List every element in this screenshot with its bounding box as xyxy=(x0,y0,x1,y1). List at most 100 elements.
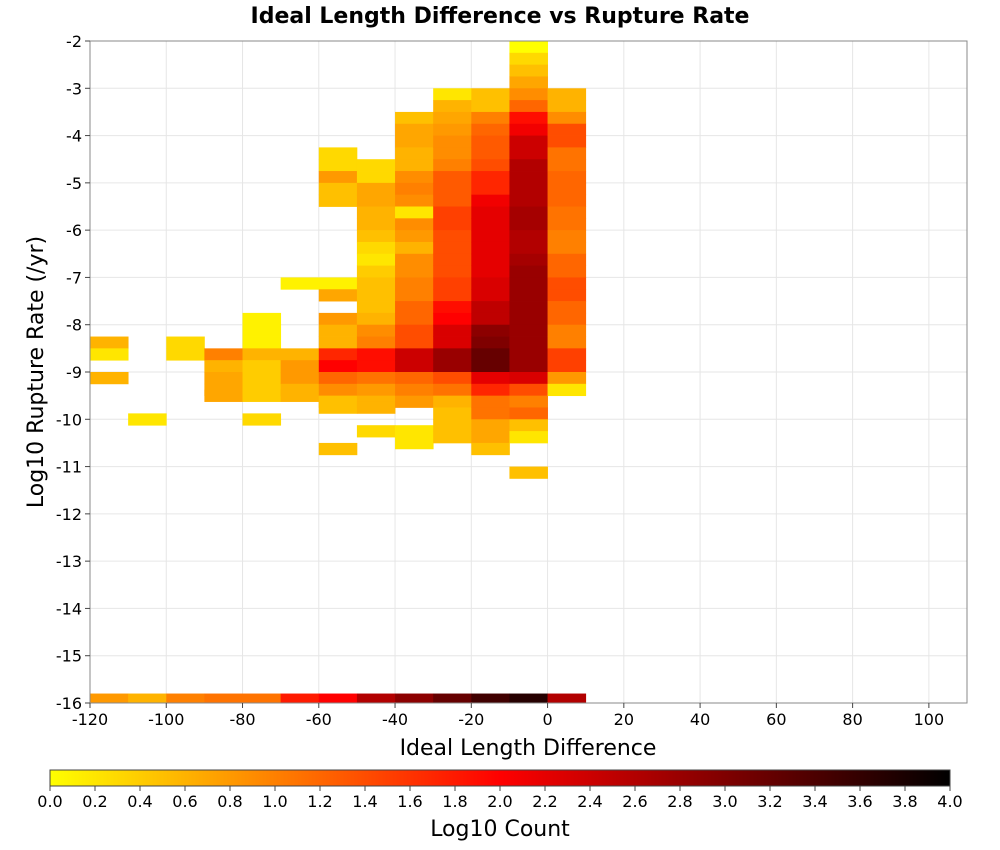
y-tick-label: -9 xyxy=(66,363,82,382)
heatmap-cell xyxy=(318,401,358,414)
heatmap-cell xyxy=(547,159,587,172)
colorbar-tick-label: 3.0 xyxy=(712,792,737,811)
heatmap-cell xyxy=(509,348,548,361)
heatmap-cell xyxy=(318,383,358,397)
heatmap-cell xyxy=(318,147,358,160)
heatmap-cell xyxy=(509,159,548,172)
heatmap-cell xyxy=(547,218,587,231)
heatmap-cell xyxy=(395,194,434,207)
heatmap-cell xyxy=(471,123,510,136)
heatmap-cell xyxy=(356,206,396,219)
heatmap-cell xyxy=(509,395,548,408)
colorbar-label: Log10 Count xyxy=(430,817,570,842)
heatmap-cell xyxy=(318,289,358,302)
heatmap-cell xyxy=(471,419,510,432)
heatmap-cell xyxy=(471,147,510,160)
heatmap-cell xyxy=(547,265,587,278)
heatmap-cell xyxy=(318,194,358,207)
heatmap-cell xyxy=(471,336,510,349)
heatmap-cell xyxy=(471,395,510,408)
heatmap-cell xyxy=(547,383,587,397)
heatmap-cell-bottom xyxy=(242,693,282,703)
heatmap-cell xyxy=(509,372,548,385)
heatmap-cell xyxy=(356,265,396,278)
y-tick-label: -5 xyxy=(66,174,82,193)
heatmap-cell xyxy=(471,171,510,184)
heatmap-cell xyxy=(547,324,587,337)
heatmap-cell xyxy=(395,123,434,136)
colorbar-tick-label: 1.2 xyxy=(307,792,332,811)
heatmap-cell xyxy=(128,413,167,426)
heatmap-cell xyxy=(547,372,587,385)
heatmap-cell xyxy=(509,64,548,77)
heatmap-cell xyxy=(471,253,510,267)
heatmap-cell xyxy=(395,265,434,278)
colorbar-tick-label: 3.2 xyxy=(757,792,782,811)
heatmap-cell xyxy=(395,348,434,361)
heatmap-cell xyxy=(395,289,434,302)
heatmap-cell xyxy=(433,372,472,385)
y-tick-label: -16 xyxy=(56,694,82,713)
heatmap-cell xyxy=(318,277,358,290)
heatmap-cell xyxy=(433,324,472,337)
heatmap-cell xyxy=(433,265,472,278)
heatmap-cell xyxy=(509,88,548,101)
heatmap-cell xyxy=(395,336,434,349)
x-tick-label: 0 xyxy=(542,710,552,729)
heatmap-cell xyxy=(547,253,587,267)
heatmap-cell xyxy=(547,360,587,373)
x-axis-label: Ideal Length Difference xyxy=(400,736,657,761)
heatmap-cell xyxy=(242,413,282,426)
heatmap-cell xyxy=(395,253,434,267)
heatmap-cell xyxy=(433,111,472,125)
heatmap-cell xyxy=(509,41,548,54)
heatmap-cell xyxy=(356,182,396,196)
colorbar-tick-label: 1.4 xyxy=(352,792,377,811)
heatmap-cell xyxy=(509,52,548,66)
heatmap-cell xyxy=(547,336,587,349)
heatmap-cell-bottom xyxy=(547,693,587,703)
heatmap-cell xyxy=(395,218,434,231)
colorbar-tick-label: 2.4 xyxy=(577,792,602,811)
heatmap-cell xyxy=(433,277,472,290)
heatmap-cell xyxy=(471,277,510,290)
heatmap-cell xyxy=(471,348,510,361)
heatmap-cell xyxy=(471,230,510,243)
heatmap-cell xyxy=(395,206,434,219)
colorbar-tick-label: 1.0 xyxy=(262,792,287,811)
y-tick-label: -6 xyxy=(66,221,82,240)
heatmap-cell xyxy=(509,336,548,349)
heatmap-cell xyxy=(471,88,510,101)
heatmap-cell xyxy=(547,171,587,184)
heatmap-cell xyxy=(356,336,396,349)
heatmap-cell xyxy=(395,171,434,184)
heatmap-cell xyxy=(509,312,548,326)
heatmap-cell xyxy=(433,289,472,302)
heatmap-cell-bottom xyxy=(356,693,396,703)
heatmap-cell xyxy=(547,312,587,326)
heatmap-cell xyxy=(356,218,396,231)
x-tick-label: -120 xyxy=(72,710,108,729)
heatmap-cell xyxy=(204,372,243,385)
colorbar-tick-label: 3.4 xyxy=(802,792,827,811)
heatmap-cell xyxy=(356,194,396,207)
heatmap-cell xyxy=(433,194,472,207)
heatmap-cell xyxy=(509,194,548,207)
heatmap-cell xyxy=(509,76,548,89)
heatmap-cell xyxy=(547,206,587,219)
heatmap-cell xyxy=(509,301,548,314)
heatmap-cell xyxy=(509,277,548,290)
heatmap-cell xyxy=(242,389,282,402)
heatmap-cell xyxy=(242,348,282,361)
heatmap-cell xyxy=(280,360,320,373)
y-tick-label: -4 xyxy=(66,127,82,146)
heatmap-cell xyxy=(395,425,434,438)
heatmap-cell xyxy=(509,265,548,278)
heatmap-cell xyxy=(471,431,510,444)
heatmap-cell xyxy=(166,336,205,349)
heatmap-cell xyxy=(433,395,472,408)
heatmap-cell xyxy=(547,147,587,160)
heatmap-cell xyxy=(509,324,548,337)
heatmap-cell xyxy=(90,372,129,385)
heatmap-cell-bottom xyxy=(471,693,510,703)
